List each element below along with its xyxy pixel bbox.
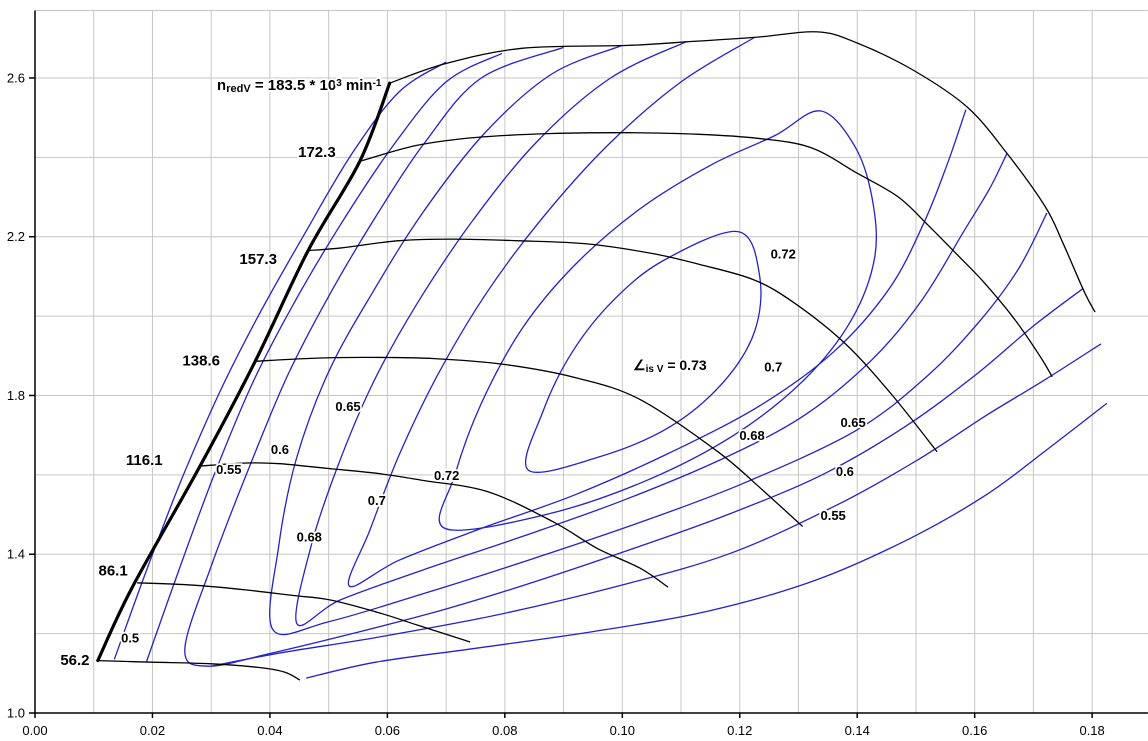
speed-line-116.1 bbox=[199, 462, 669, 588]
efficiency-label-0.72: 0.72 bbox=[771, 247, 796, 262]
speed-label-157.3: 157.3 bbox=[239, 251, 277, 268]
x-tick-label: 0.04 bbox=[257, 723, 282, 738]
y-tick-label: 2.6 bbox=[7, 70, 25, 85]
speed-label-172.3: 172.3 bbox=[298, 144, 336, 161]
efficiency-contour-0.55 bbox=[145, 52, 503, 662]
speed-line-157.3 bbox=[308, 238, 938, 453]
efficiency-label-0.72: 0.72 bbox=[434, 468, 459, 483]
y-tick-label: 1.0 bbox=[7, 706, 25, 721]
x-tick-label: 0.00 bbox=[22, 723, 47, 738]
efficiency-label-0.68: 0.68 bbox=[739, 428, 764, 443]
speed-line-172.3 bbox=[359, 132, 1053, 378]
efficiency-contour-0.68 bbox=[295, 40, 1008, 627]
speed-line-86.1 bbox=[137, 582, 471, 643]
efficiency-label-0.55: 0.55 bbox=[216, 462, 241, 477]
efficiency-contour-0.65 bbox=[269, 44, 1048, 636]
speed-line-56.2 bbox=[97, 659, 301, 681]
efficiency-title-label: ∠is V = 0.73 bbox=[633, 357, 707, 375]
surge-line bbox=[96, 81, 392, 663]
efficiency-contour-0.5 bbox=[113, 61, 447, 660]
efficiency-contour-0.6 bbox=[184, 46, 1084, 667]
speed-lines bbox=[97, 31, 1096, 681]
speed-line-138.6 bbox=[255, 356, 804, 527]
x-tick-label: 0.08 bbox=[492, 723, 517, 738]
efficiency-label-0.6: 0.6 bbox=[271, 442, 289, 457]
efficiency-contour-0.5 bbox=[306, 402, 1108, 679]
speed-label-138.6: 138.6 bbox=[182, 352, 220, 369]
speed-line-183.5 bbox=[389, 31, 1096, 313]
efficiency-contour-0.55 bbox=[211, 343, 1102, 667]
efficiency-label-0.7: 0.7 bbox=[764, 359, 782, 374]
efficiency-label-0.68: 0.68 bbox=[297, 530, 322, 545]
x-tick-label: 0.12 bbox=[727, 723, 752, 738]
x-tick-label: 0.16 bbox=[962, 723, 987, 738]
efficiency-label-0.6: 0.6 bbox=[836, 464, 854, 479]
speed-label-116.1: 116.1 bbox=[126, 452, 163, 469]
efficiency-label-0.65: 0.65 bbox=[335, 399, 360, 414]
x-tick-label: 0.06 bbox=[375, 723, 400, 738]
x-tick-label: 0.02 bbox=[140, 723, 165, 738]
x-tick-label: 0.14 bbox=[845, 723, 870, 738]
efficiency-contours bbox=[113, 36, 1108, 679]
efficiency-contour-0.7 bbox=[347, 36, 967, 588]
efficiency-label-0.65: 0.65 bbox=[840, 415, 865, 430]
y-tick-label: 1.4 bbox=[7, 547, 25, 562]
speed-label-86.1: 86.1 bbox=[99, 562, 128, 579]
speed-label-56.2: 56.2 bbox=[60, 652, 89, 669]
grid-lines bbox=[35, 10, 1148, 713]
efficiency-label-0.5: 0.5 bbox=[121, 630, 139, 645]
speed-title-label: nredV = 183.5 * 103 min-1 bbox=[217, 77, 382, 95]
efficiency-label-0.55: 0.55 bbox=[820, 508, 845, 523]
axes bbox=[34, 10, 1148, 714]
efficiency-label-0.7: 0.7 bbox=[368, 493, 386, 508]
x-tick-label: 0.10 bbox=[610, 723, 635, 738]
y-tick-label: 1.8 bbox=[7, 388, 25, 403]
x-tick-label: 0.18 bbox=[1079, 723, 1104, 738]
y-tick-label: 2.2 bbox=[7, 229, 25, 244]
efficiency-contour-0.73 bbox=[524, 230, 762, 473]
efficiency-contour-0.72 bbox=[438, 110, 877, 531]
